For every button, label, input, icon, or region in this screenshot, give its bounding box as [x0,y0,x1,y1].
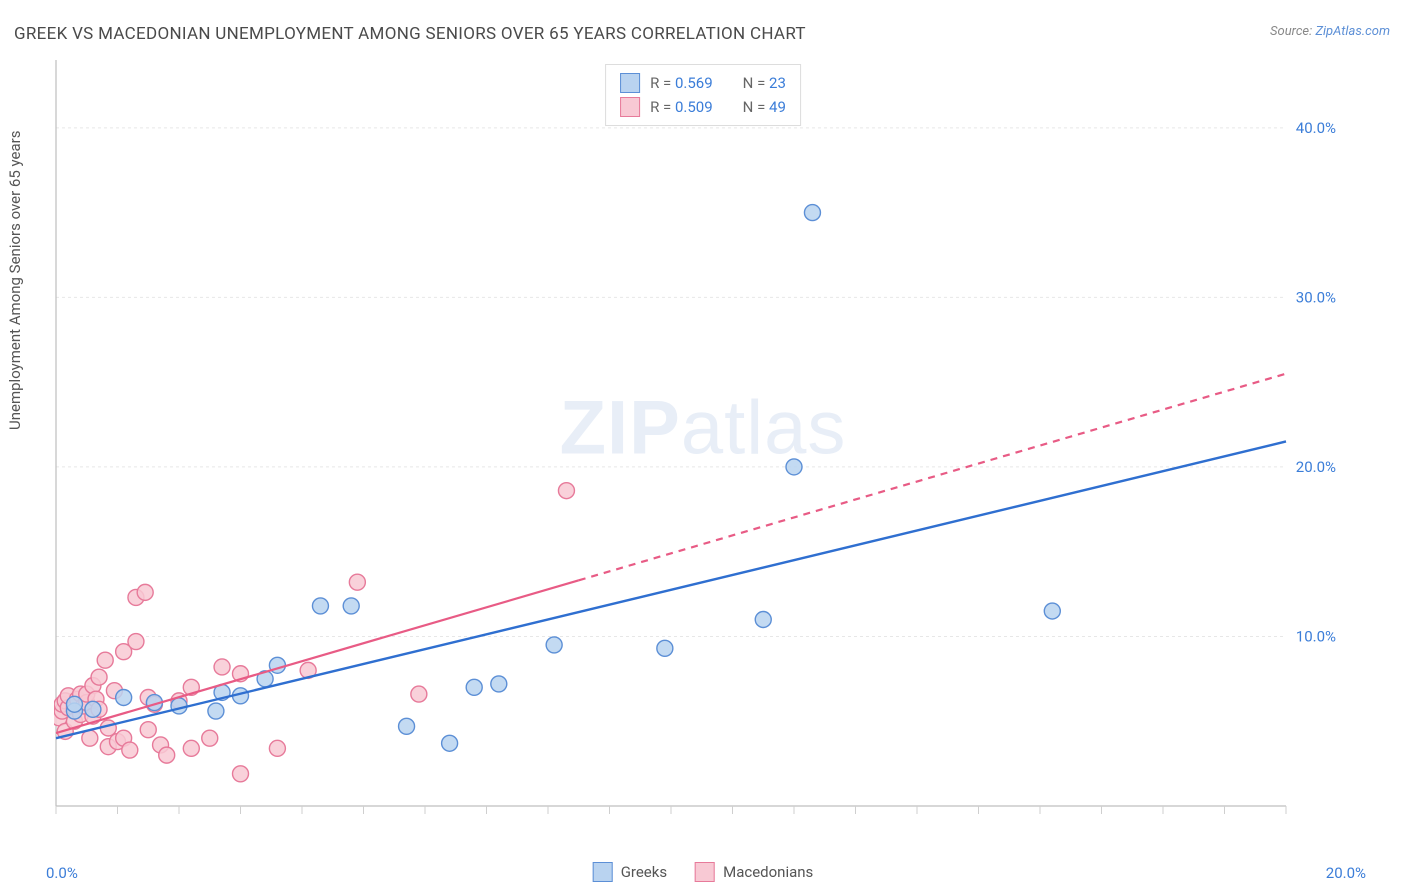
legend-swatch-greeks [593,862,613,882]
svg-text:20.0%: 20.0% [1296,458,1336,476]
x-axis-origin-label: 0.0% [46,864,78,882]
chart-header: GREEK VS MACEDONIAN UNEMPLOYMENT AMONG S… [14,24,1390,44]
plot-area: 10.0% 20.0% 30.0% 40.0% [54,60,1346,826]
source-prefix: Source: [1270,24,1315,39]
n-value-greeks: 23 [769,74,786,92]
svg-text:40.0%: 40.0% [1296,119,1336,137]
r-label: R = [650,74,675,92]
n-label: N = [743,74,769,92]
legend-row-greeks: R = 0.569 N = 23 [620,71,786,95]
x-axis-max-label: 20.0% [1326,864,1366,882]
legend-swatch-macedonians [620,97,640,117]
source-attribution: Source: ZipAtlas.com [1270,24,1390,39]
scatter-chart: 10.0% 20.0% 30.0% 40.0% [54,60,1346,826]
legend-item-greeks: Greeks [593,862,667,882]
legend-swatch-macedonians [695,862,715,882]
chart-title: GREEK VS MACEDONIAN UNEMPLOYMENT AMONG S… [14,24,806,44]
legend-label-greeks: Greeks [621,863,667,881]
r-value-greeks: 0.569 [675,74,713,92]
source-link[interactable]: ZipAtlas.com [1315,24,1390,39]
legend-swatch-greeks [620,73,640,93]
n-label: N = [743,98,769,116]
r-value-macedonians: 0.509 [675,98,713,116]
legend-item-macedonians: Macedonians [695,862,813,882]
n-value-macedonians: 49 [769,98,786,116]
svg-text:10.0%: 10.0% [1296,627,1336,645]
legend-label-macedonians: Macedonians [723,863,813,881]
r-label: R = [650,98,675,116]
series-legend: Greeks Macedonians [593,862,814,882]
legend-row-macedonians: R = 0.509 N = 49 [620,95,786,119]
y-axis-label: Unemployment Among Seniors over 65 years [6,131,24,430]
svg-text:30.0%: 30.0% [1296,288,1336,306]
correlation-legend: R = 0.569 N = 23 R = 0.509 N = 49 [605,64,801,126]
